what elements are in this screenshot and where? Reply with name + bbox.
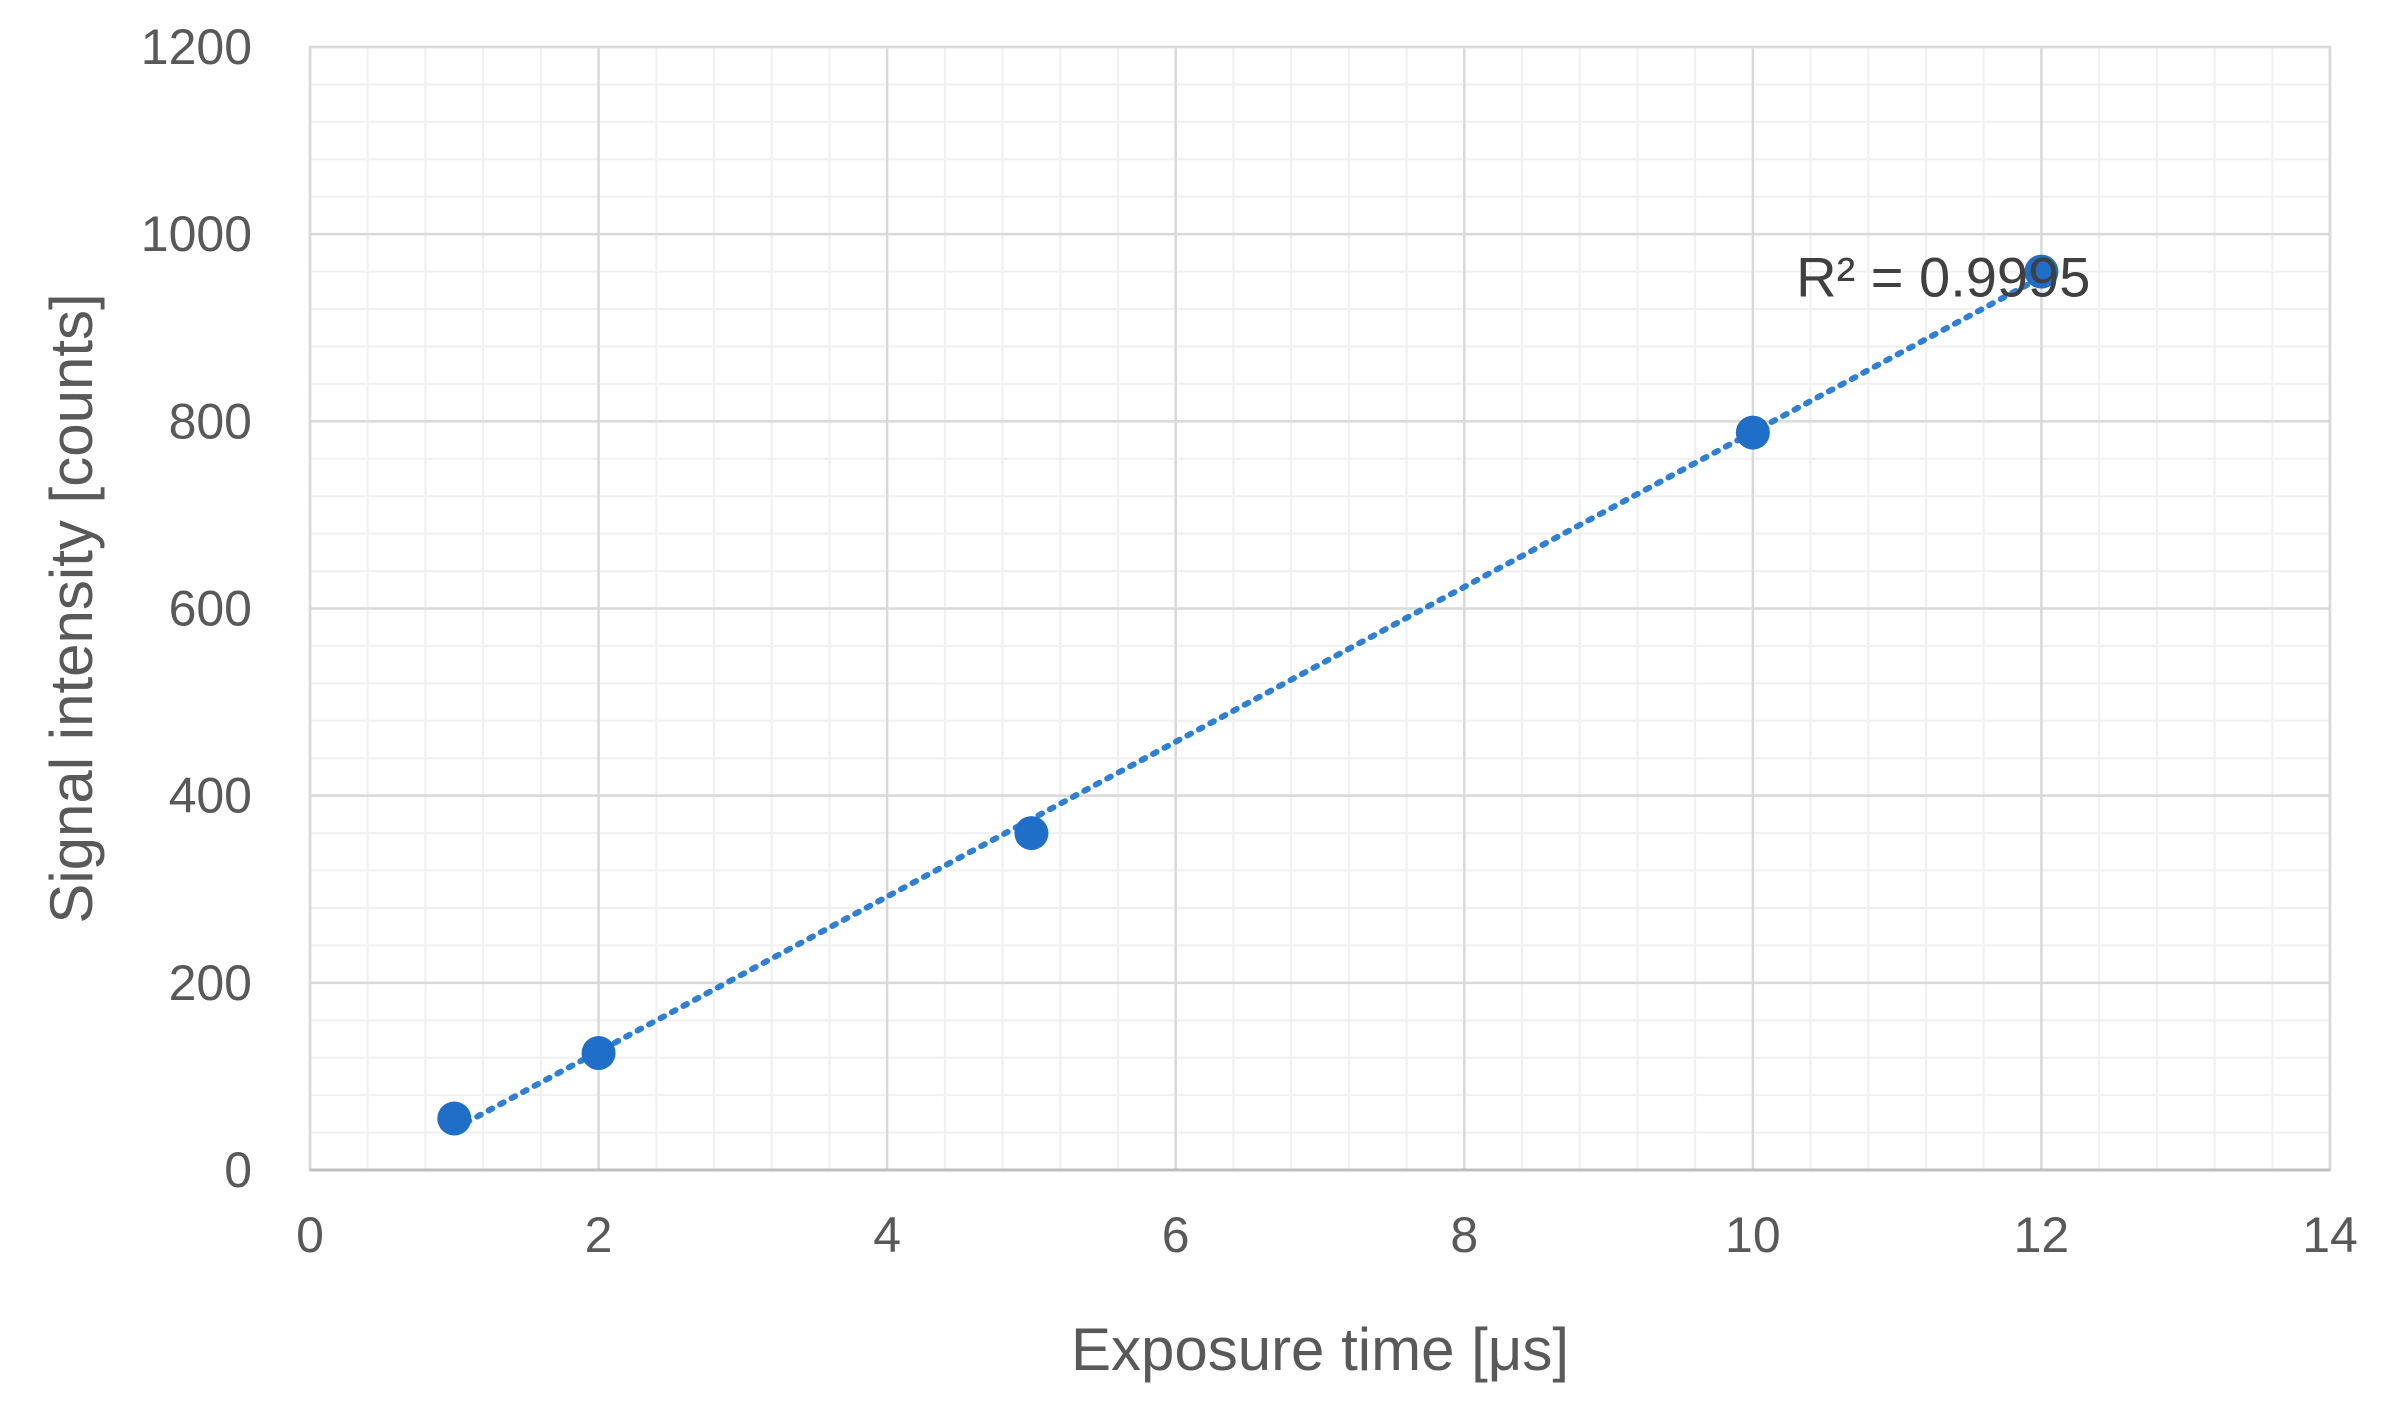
data-point: [1735, 415, 1770, 450]
y-axis-tick-labels: 0 200 400 600 800 1000 1200: [141, 19, 252, 1198]
y-tick-label: 800: [169, 393, 252, 449]
trendline-group: [451, 274, 2045, 1132]
major-gridlines: [308, 45, 2332, 1172]
x-tick-label: 4: [873, 1207, 901, 1263]
annotations: R² = 0.9995: [1796, 245, 2090, 308]
x-axis-tick-labels: 0 2 4 6 8 10 12 14: [296, 1207, 2358, 1263]
plot-area-border: [308, 45, 2332, 1172]
x-tick-label: 8: [1450, 1207, 1478, 1263]
y-tick-label: 0: [224, 1142, 252, 1198]
data-points: [437, 254, 2059, 1136]
y-tick-label: 600: [169, 581, 252, 637]
x-tick-label: 0: [296, 1207, 324, 1263]
data-point: [1014, 816, 1049, 851]
y-tick-label: 400: [169, 768, 252, 824]
x-tick-label: 12: [2014, 1207, 2070, 1263]
y-axis-title: Signal intensity [counts]: [38, 293, 105, 923]
data-point: [437, 1101, 472, 1136]
data-point: [581, 1036, 616, 1071]
x-tick-label: 14: [2302, 1207, 2358, 1263]
y-tick-label: 200: [169, 955, 252, 1011]
linear-trendline: [451, 274, 2045, 1132]
y-tick-label: 1200: [141, 19, 252, 75]
x-tick-label: 2: [585, 1207, 613, 1263]
y-tick-label: 1000: [141, 206, 252, 262]
x-tick-label: 6: [1162, 1207, 1190, 1263]
x-tick-label: 10: [1725, 1207, 1781, 1263]
data-point: [2024, 254, 2059, 289]
r-squared-annotation: R² = 0.9995: [1796, 245, 2090, 308]
x-axis-title: Exposure time [μs]: [1071, 1316, 1569, 1383]
